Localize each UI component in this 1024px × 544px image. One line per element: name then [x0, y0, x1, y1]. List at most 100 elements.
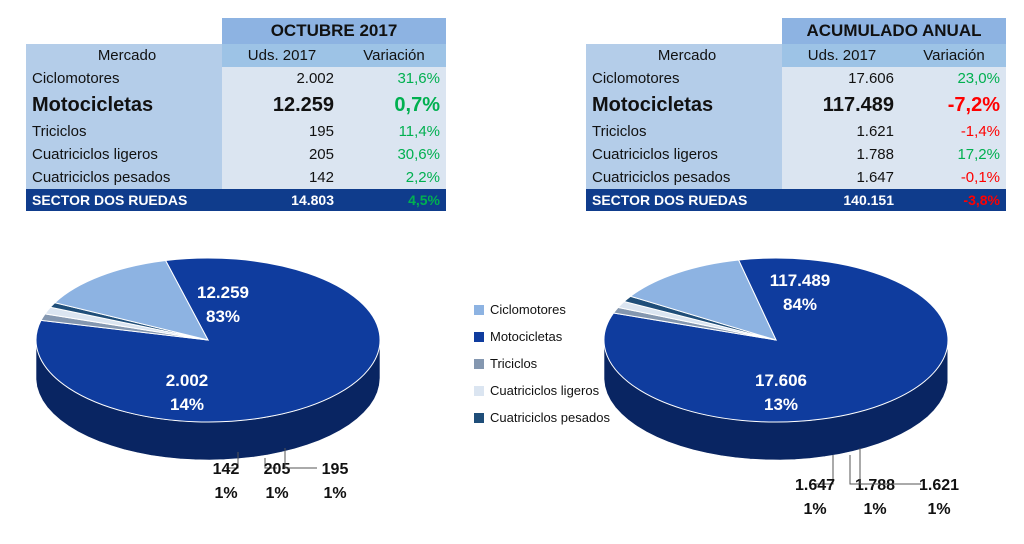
- cell-uds: 205: [222, 143, 342, 166]
- legend-item: Triciclos: [474, 350, 610, 377]
- data-label-percent: 1%: [265, 485, 288, 502]
- col-header-variacion: Variación: [342, 44, 446, 67]
- pie-slice: [629, 259, 777, 341]
- cell-mercado: Triciclos: [26, 120, 222, 143]
- cell-variacion: 4,5%: [342, 189, 446, 211]
- cell-uds: 195: [222, 120, 342, 143]
- data-label-percent: 1%: [323, 485, 346, 502]
- cell-uds: 142: [222, 166, 342, 189]
- cell-uds: 14.803: [222, 189, 342, 211]
- cell-uds: 12.259: [222, 90, 342, 120]
- data-label-percent: 14%: [170, 395, 204, 414]
- data-label-value: 1.647: [795, 477, 835, 494]
- data-label-value: 117.489: [770, 271, 831, 290]
- data-label-percent: 1%: [214, 485, 237, 502]
- data-label-value: 1.621: [919, 477, 959, 494]
- cell-variacion: 11,4%: [342, 120, 446, 143]
- legend-label: Cuatriciclos ligeros: [490, 383, 600, 398]
- cell-variacion: 0,7%: [342, 90, 446, 120]
- data-label-value: 142: [213, 461, 240, 478]
- data-label-value: 2.002: [166, 371, 209, 390]
- table-acumulado: ACUMULADO ANUAL Mercado Uds. 2017 Variac…: [586, 18, 1006, 211]
- data-label-value: 195: [322, 461, 349, 478]
- col-header-mercado: Mercado: [26, 44, 222, 67]
- table-row: Triciclos 195 11,4%: [26, 120, 446, 143]
- legend-label: Triciclos: [490, 356, 538, 371]
- table-row: Triciclos 1.621 -1,4%: [586, 120, 1006, 143]
- data-label-value: 205: [264, 461, 291, 478]
- data-label-percent: 1%: [863, 501, 886, 518]
- table-row: Ciclomotores 2.002 31,6%: [26, 67, 446, 90]
- data-label-value: 17.606: [755, 371, 807, 390]
- legend-item: Cuatriciclos ligeros: [474, 377, 610, 404]
- cell-mercado: Motocicletas: [586, 90, 782, 120]
- cell-mercado: Cuatriciclos pesados: [586, 166, 782, 189]
- cell-uds: 2.002: [222, 67, 342, 90]
- cell-variacion: -0,1%: [902, 166, 1006, 189]
- col-header-uds: Uds. 2017: [222, 44, 342, 67]
- table-title: ACUMULADO ANUAL: [782, 18, 1006, 44]
- table-total-row: SECTOR DOS RUEDAS 140.151 -3,8%: [586, 189, 1006, 211]
- pie-slice: [53, 259, 209, 341]
- legend: Ciclomotores Motocicletas Triciclos Cuat…: [474, 296, 610, 431]
- cell-variacion: 17,2%: [902, 143, 1006, 166]
- legend-label: Motocicletas: [490, 329, 563, 344]
- data-label-value: 1.788: [855, 477, 895, 494]
- table-title-row: OCTUBRE 2017: [26, 18, 446, 44]
- table-header-row: Mercado Uds. 2017 Variación: [26, 44, 446, 67]
- cell-variacion: 2,2%: [342, 166, 446, 189]
- table-title-row: ACUMULADO ANUAL: [586, 18, 1006, 44]
- legend-swatch: [474, 304, 484, 315]
- table-title: OCTUBRE 2017: [222, 18, 446, 44]
- leader-line: [284, 448, 317, 469]
- cell-uds: 17.606: [782, 67, 902, 90]
- table-row: Motocicletas 12.259 0,7%: [26, 90, 446, 120]
- cell-uds: 1.621: [782, 120, 902, 143]
- data-label-percent: 83%: [206, 307, 240, 326]
- table-row: Cuatriciclos ligeros 1.788 17,2%: [586, 143, 1006, 166]
- data-label-value: 12.259: [197, 283, 249, 302]
- cell-variacion: 30,6%: [342, 143, 446, 166]
- cell-uds: 117.489: [782, 90, 902, 120]
- cell-variacion: 23,0%: [902, 67, 1006, 90]
- data-label-percent: 13%: [764, 395, 798, 414]
- cell-mercado: Ciclomotores: [586, 67, 782, 90]
- legend-item: Cuatriciclos pesados: [474, 404, 610, 431]
- legend-item: Ciclomotores: [474, 296, 610, 323]
- cell-mercado: Ciclomotores: [26, 67, 222, 90]
- cell-mercado: Cuatriciclos ligeros: [586, 143, 782, 166]
- table-row: Ciclomotores 17.606 23,0%: [586, 67, 1006, 90]
- cell-mercado: Triciclos: [586, 120, 782, 143]
- cell-mercado: SECTOR DOS RUEDAS: [26, 189, 222, 211]
- data-label-percent: 84%: [783, 295, 817, 314]
- col-header-mercado: Mercado: [586, 44, 782, 67]
- pie-chart-2: 117.489 84% 17.606 13% 1.647 1% 1.788 1% 1.621 1%: [603, 257, 959, 518]
- cell-variacion: -3,8%: [902, 189, 1006, 211]
- leader-line: [264, 458, 277, 469]
- cell-variacion: 31,6%: [342, 67, 446, 90]
- leader-line: [815, 455, 834, 485]
- cell-variacion: -7,2%: [902, 90, 1006, 120]
- table-row: Cuatriciclos pesados 1.647 -0,1%: [586, 166, 1006, 189]
- legend-item: Motocicletas: [474, 323, 610, 350]
- cell-mercado: Motocicletas: [26, 90, 222, 120]
- table-header-row: Mercado Uds. 2017 Variación: [586, 44, 1006, 67]
- col-header-variacion: Variación: [902, 44, 1006, 67]
- legend-label: Ciclomotores: [490, 302, 566, 317]
- cell-uds: 140.151: [782, 189, 902, 211]
- pie-chart-1: 12.259 83% 2.002 14% 142 1% 205 1% 195 1%: [35, 257, 381, 502]
- cell-mercado: Cuatriciclos pesados: [26, 166, 222, 189]
- table-octubre: OCTUBRE 2017 Mercado Uds. 2017 Variación…: [26, 18, 446, 211]
- cell-mercado: SECTOR DOS RUEDAS: [586, 189, 782, 211]
- data-label-percent: 1%: [927, 501, 950, 518]
- table-row: Cuatriciclos ligeros 205 30,6%: [26, 143, 446, 166]
- cell-uds: 1.788: [782, 143, 902, 166]
- col-header-uds: Uds. 2017: [782, 44, 902, 67]
- leader-line: [859, 448, 921, 485]
- table-row: Cuatriciclos pesados 142 2,2%: [26, 166, 446, 189]
- legend-swatch: [474, 331, 484, 342]
- table-row: Motocicletas 117.489 -7,2%: [586, 90, 1006, 120]
- table-total-row: SECTOR DOS RUEDAS 14.803 4,5%: [26, 189, 446, 211]
- cell-variacion: -1,4%: [902, 120, 1006, 143]
